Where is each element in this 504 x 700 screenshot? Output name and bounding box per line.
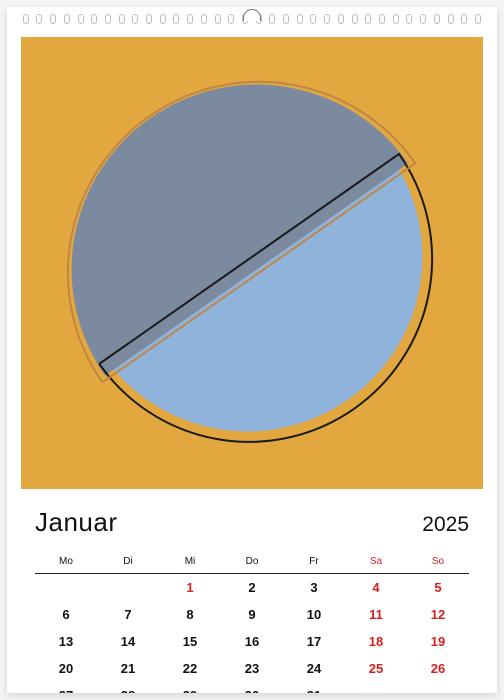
calendar-day: 6: [35, 601, 97, 628]
calendar-day: 13: [35, 628, 97, 655]
calendar-grid-panel: Januar 2025 MoDiMiDoFrSaSo 1234567891011…: [7, 489, 497, 693]
spiral-hole: [461, 14, 467, 24]
calendar-day: 4: [345, 574, 407, 602]
weekday-row: MoDiMiDoFrSaSo: [35, 552, 469, 574]
calendar-day: [97, 574, 159, 602]
calendar-day: 8: [159, 601, 221, 628]
calendar-day: 26: [407, 655, 469, 682]
spiral-hole: [352, 14, 358, 24]
weekday-label: Fr: [283, 552, 345, 574]
spiral-hole: [434, 14, 440, 24]
calendar-day: [35, 574, 97, 602]
calendar-week-row: 6789101112: [35, 601, 469, 628]
calendar-day: 25: [345, 655, 407, 682]
spiral-hole: [338, 14, 344, 24]
spiral-hole: [64, 14, 70, 24]
spiral-hole: [173, 14, 179, 24]
weekday-label: Di: [97, 552, 159, 574]
calendar-day: 5: [407, 574, 469, 602]
spiral-hole: [379, 14, 385, 24]
calendar-week-row: 2728293031: [35, 682, 469, 693]
spiral-hole: [448, 14, 454, 24]
month-label: Januar: [35, 507, 118, 538]
spiral-hole: [36, 14, 42, 24]
calendar-day: 3: [283, 574, 345, 602]
spiral-hole: [146, 14, 152, 24]
weekday-label: Mo: [35, 552, 97, 574]
spiral-hole: [283, 14, 289, 24]
calendar-day: 27: [35, 682, 97, 693]
calendar-day: 30: [221, 682, 283, 693]
spiral-hole: [393, 14, 399, 24]
calendar-week-row: 20212223242526: [35, 655, 469, 682]
spiral-hole: [297, 14, 303, 24]
weekday-label: Do: [221, 552, 283, 574]
year-label: 2025: [422, 513, 469, 537]
weekday-label: So: [407, 552, 469, 574]
calendar-day: 28: [97, 682, 159, 693]
calendar-week-row: 13141516171819: [35, 628, 469, 655]
spiral-hole: [50, 14, 56, 24]
spiral-hole: [215, 14, 221, 24]
calendar-table: MoDiMiDoFrSaSo 1234567891011121314151617…: [35, 552, 469, 693]
spiral-hole: [324, 14, 330, 24]
calendar-day: 23: [221, 655, 283, 682]
spiral-hole: [105, 14, 111, 24]
calendar-day: 11: [345, 601, 407, 628]
calendar-day: 29: [159, 682, 221, 693]
spiral-hole: [310, 14, 316, 24]
spiral-hole: [269, 14, 275, 24]
calendar-day: 24: [283, 655, 345, 682]
spiral-hole: [228, 14, 234, 24]
days-body: 1234567891011121314151617181920212223242…: [35, 574, 469, 694]
calendar-day: [407, 682, 469, 693]
calendar-day: 2: [221, 574, 283, 602]
spiral-hole: [119, 14, 125, 24]
calendar-day: 1: [159, 574, 221, 602]
calendar-day: 15: [159, 628, 221, 655]
calendar-day: 9: [221, 601, 283, 628]
calendar-day: 14: [97, 628, 159, 655]
calendar-day: 31: [283, 682, 345, 693]
spiral-hole: [420, 14, 426, 24]
spiral-hole: [23, 14, 29, 24]
geometric-art: [21, 37, 483, 489]
calendar-week-row: 12345: [35, 574, 469, 602]
calendar-day: 18: [345, 628, 407, 655]
calendar-day: 19: [407, 628, 469, 655]
calendar-day: 21: [97, 655, 159, 682]
spiral-hole: [365, 14, 371, 24]
spiral-hole: [132, 14, 138, 24]
artwork-panel: [21, 37, 483, 489]
calendar-day: 20: [35, 655, 97, 682]
spiral-hole: [78, 14, 84, 24]
spiral-hole: [475, 14, 481, 24]
hanger-hook: [243, 9, 261, 21]
weekday-label: Mi: [159, 552, 221, 574]
calendar-day: 16: [221, 628, 283, 655]
calendar-day: 12: [407, 601, 469, 628]
calendar-day: 17: [283, 628, 345, 655]
calendar-header: Januar 2025: [35, 507, 469, 538]
calendar-day: 10: [283, 601, 345, 628]
weekday-label: Sa: [345, 552, 407, 574]
spiral-binding: [7, 7, 497, 31]
calendar-page: Januar 2025 MoDiMiDoFrSaSo 1234567891011…: [7, 7, 497, 693]
calendar-day: 7: [97, 601, 159, 628]
spiral-hole: [406, 14, 412, 24]
spiral-hole: [201, 14, 207, 24]
spiral-hole: [160, 14, 166, 24]
calendar-day: 22: [159, 655, 221, 682]
spiral-hole: [187, 14, 193, 24]
spiral-hole: [91, 14, 97, 24]
calendar-day: [345, 682, 407, 693]
